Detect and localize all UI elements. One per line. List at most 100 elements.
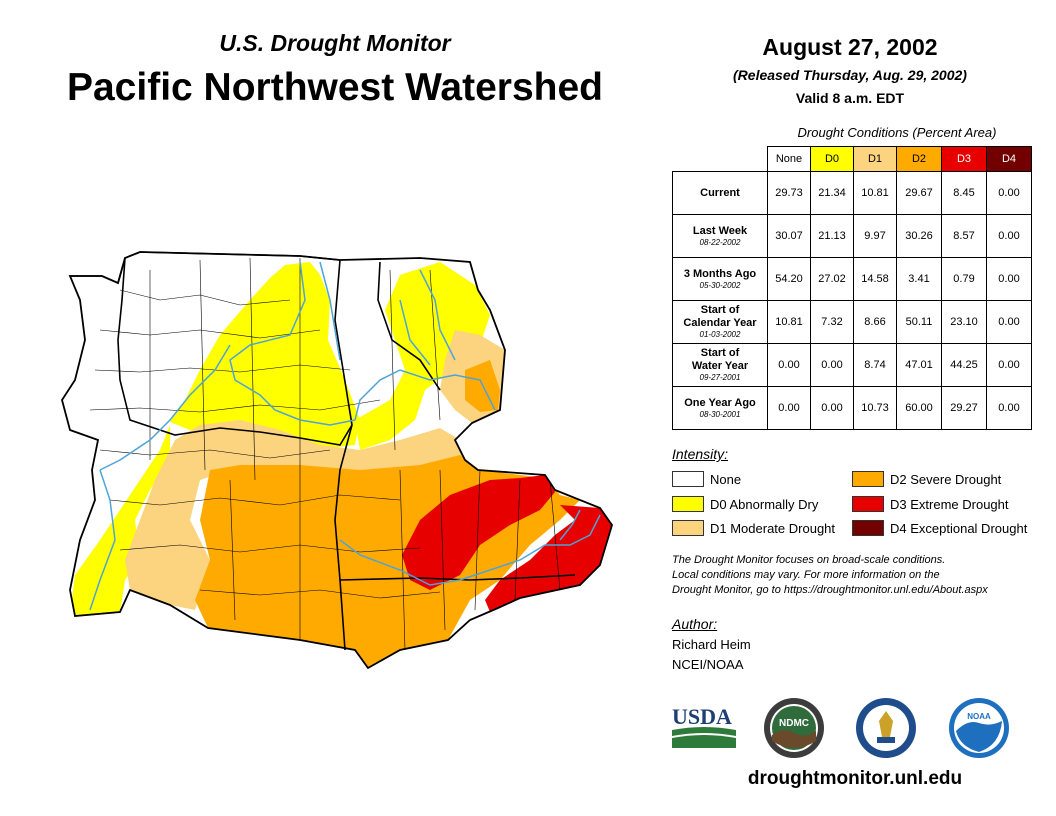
author-organization: NCEI/NOAA (672, 657, 744, 672)
row-label: One Year Ago 08-30-2001 (672, 386, 768, 430)
table-row: Last Week 08-22-2002 30.07 21.13 9.97 30.… (672, 214, 1032, 258)
legend-swatch (852, 496, 884, 512)
zone-d3-southeast (485, 505, 612, 612)
table-cell: 10.81 (853, 171, 897, 215)
table-cell: 0.00 (986, 386, 1032, 430)
row-label: Start of Water Year 09-27-2001 (672, 343, 768, 387)
doc-seal-logo (856, 698, 916, 758)
table-cell: 44.25 (941, 343, 987, 387)
valid-time: Valid 8 a.m. EDT (795, 90, 905, 106)
legend-item-d1: D1 Moderate Drought (672, 520, 835, 536)
usda-logo: USDA (672, 704, 736, 748)
author-heading: Author: (672, 616, 718, 632)
table-cell: 27.02 (810, 257, 854, 301)
table-row: One Year Ago 08-30-2001 0.00 0.00 10.73 6… (672, 386, 1032, 430)
legend-item-d4: D4 Exceptional Drought (852, 520, 1027, 536)
table-cell: 0.00 (986, 300, 1032, 344)
col-header-d4: D4 (986, 146, 1032, 172)
row-date: 01-03-2002 (699, 330, 741, 339)
table-cell: 8.57 (941, 214, 987, 258)
svg-text:USDA: USDA (672, 704, 732, 729)
table-cell: 7.32 (810, 300, 854, 344)
table-cell: 0.00 (810, 343, 854, 387)
col-header-d0: D0 (810, 146, 854, 172)
row-label: Current (672, 171, 768, 215)
release-date: (Released Thursday, Aug. 29, 2002) (733, 67, 967, 83)
table-cell: 29.27 (941, 386, 987, 430)
col-header-d2: D2 (896, 146, 942, 172)
map-title: Pacific Northwest Watershed (66, 66, 604, 109)
legend-item-d3: D3 Extreme Drought (852, 496, 1009, 512)
table-cell: 21.34 (810, 171, 854, 215)
table-cell: 0.00 (767, 343, 811, 387)
map-subtitle: U.S. Drought Monitor (219, 30, 451, 56)
table-cell: 8.45 (941, 171, 987, 215)
legend-swatch (672, 496, 704, 512)
table-corner (673, 147, 768, 172)
table-cell: 0.00 (767, 386, 811, 430)
table-cell: 9.97 (853, 214, 897, 258)
legend-label: D4 Exceptional Drought (890, 520, 1028, 536)
table-cell: 30.07 (767, 214, 811, 258)
legend-swatch (852, 471, 884, 487)
row-date: 08-22-2002 (699, 237, 741, 247)
legend-label: D3 Extreme Drought (890, 496, 1009, 512)
table-cell: 8.74 (853, 343, 897, 387)
row-date: 05-30-2002 (699, 280, 741, 290)
zone-d0-central (170, 262, 360, 448)
table-cell: 21.13 (810, 214, 854, 258)
row-date: 09-27-2001 (699, 373, 741, 382)
map-date: August 27, 2002 (762, 34, 938, 60)
author-name: Richard Heim (672, 637, 751, 652)
table-cell: 0.00 (810, 386, 854, 430)
table-row: Current 29.73 21.34 10.81 29.67 8.45 0.0… (672, 171, 1032, 215)
legend-label: None (710, 471, 742, 487)
table-cell: 10.73 (853, 386, 897, 430)
col-header-d1: D1 (853, 146, 897, 172)
table-cell: 3.41 (896, 257, 942, 301)
row-date: 08-30-2001 (699, 409, 741, 419)
table-cell: 0.00 (986, 214, 1032, 258)
drought-map (61, 251, 613, 670)
table-cell: 30.26 (896, 214, 942, 258)
table-cell: 47.01 (896, 343, 942, 387)
table-cell: 29.73 (767, 171, 811, 215)
col-header-d3: D3 (941, 146, 987, 172)
legend-item-d2: D2 Severe Drought (852, 471, 1001, 487)
table-cell: 0.79 (941, 257, 987, 301)
noaa-logo: NOAA (949, 698, 1009, 758)
table-cell: 0.00 (986, 257, 1032, 301)
zone-d1-main (125, 420, 470, 610)
row-label: Last Week 08-22-2002 (672, 214, 768, 258)
table-cell: 29.67 (896, 171, 942, 215)
table-cell: 50.11 (896, 300, 942, 344)
disclaimer-note: The Drought Monitor focuses on broad-sca… (672, 554, 988, 596)
conditions-caption: Drought Conditions (Percent Area) (797, 125, 997, 140)
legend-item-none: None (672, 471, 741, 487)
website-link[interactable]: droughtmonitor.unl.edu (747, 768, 963, 789)
table-cell: 60.00 (896, 386, 942, 430)
table-cell: 8.66 (853, 300, 897, 344)
row-label: Start of Calendar Year 01-03-2002 (672, 300, 768, 344)
conditions-table: None D0 D1 D2 D3 D4 Current 29.73 21.34 … (672, 146, 1032, 430)
legend-label: D0 Abnormally Dry (710, 496, 819, 512)
river-network (89, 261, 601, 611)
legend-swatch (852, 520, 884, 536)
table-cell: 54.20 (767, 257, 811, 301)
svg-text:NDMC: NDMC (779, 718, 809, 729)
legend-swatch (672, 471, 704, 487)
col-header-none: None (767, 146, 811, 172)
region-outline (61, 251, 613, 670)
table-cell: 0.00 (986, 171, 1032, 215)
ndmc-logo: NDMC (764, 698, 824, 758)
zone-d3-main (402, 475, 555, 590)
table-row: 3 Months Ago 05-30-2002 54.20 27.02 14.58… (672, 257, 1032, 301)
row-label: 3 Months Ago 05-30-2002 (672, 257, 768, 301)
table-row: Start of Calendar Year 01-03-2002 10.81 7.… (672, 300, 1032, 344)
watershed-lines (89, 257, 561, 651)
legend-swatch (672, 520, 704, 536)
table-cell: 14.58 (853, 257, 897, 301)
zone-d0-southwest (70, 425, 170, 616)
legend-label: D1 Moderate Drought (710, 520, 836, 536)
table-cell: 23.10 (941, 300, 987, 344)
